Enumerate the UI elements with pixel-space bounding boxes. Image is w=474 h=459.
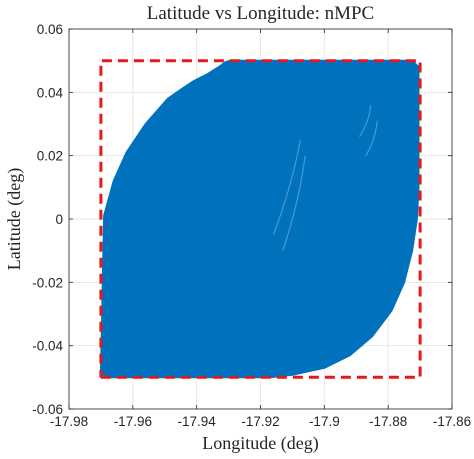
y-tick-label: 0: [55, 212, 63, 227]
boundary-box: [99, 59, 422, 379]
y-tick-label: 0.06: [37, 22, 63, 37]
y-tick-label: 0.02: [37, 149, 63, 164]
x-tick-label: -17.88: [369, 414, 407, 429]
y-tick-label: -0.04: [32, 339, 63, 354]
x-tick-label: -17.94: [178, 414, 217, 429]
y-tick-label: -0.02: [32, 275, 63, 290]
series-layer: [99, 59, 422, 379]
trajectory-region: [99, 59, 420, 379]
x-tick-label: -17.9: [309, 414, 340, 429]
trajectory-streak: [282, 155, 306, 251]
trajectory-streak: [365, 120, 378, 157]
axis-ticks: -17.98 -17.96 -17.94 -17.92 -17.9 -17.88 -17.8…: [32, 22, 471, 429]
x-tick-label: -17.96: [114, 414, 152, 429]
y-tick-label: -0.06: [32, 402, 63, 417]
chart-title: Latitude vs Longitude: nMPC: [147, 3, 374, 24]
y-axis-label: Latitude (deg): [4, 168, 25, 270]
x-tick-label: -17.98: [50, 414, 88, 429]
trajectory-streak: [272, 139, 301, 236]
y-tick-label: 0.04: [37, 85, 64, 100]
x-axis-label: Longitude (deg): [202, 433, 318, 454]
trajectory-streak: [358, 104, 372, 138]
x-tick-label: -17.86: [433, 414, 471, 429]
x-tick-label: -17.92: [241, 414, 279, 429]
